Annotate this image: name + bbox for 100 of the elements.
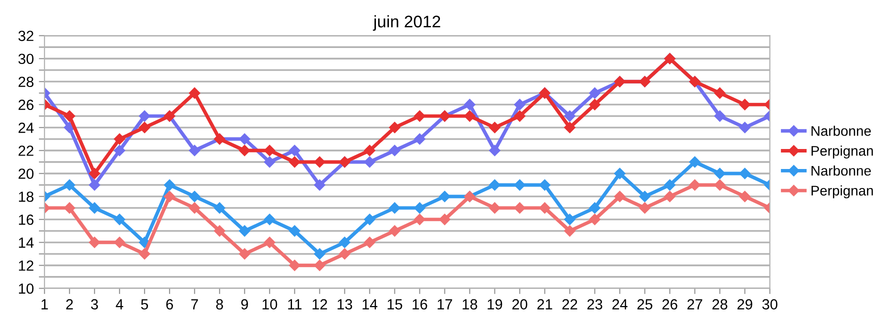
- point: [88, 202, 100, 214]
- x-tick-label: 8: [216, 299, 224, 310]
- point: [439, 190, 450, 202]
- legend-label: Perpignan: [812, 146, 873, 159]
- point: [389, 122, 400, 134]
- x-tick-label: 9: [241, 299, 248, 310]
- x-tick-label: 19: [488, 299, 502, 310]
- legend-label: Perpignan: [812, 185, 873, 198]
- x-tick-label: 15: [388, 299, 402, 310]
- x-tick-label: 26: [662, 299, 678, 310]
- x-tick-label: 13: [338, 299, 352, 310]
- point: [339, 248, 350, 260]
- y-tick-label: 22: [18, 146, 34, 156]
- point: [364, 144, 376, 156]
- point: [389, 202, 400, 214]
- x-tick-label: 24: [612, 299, 628, 310]
- point: [64, 179, 76, 191]
- point: [714, 110, 726, 122]
- point: [88, 236, 100, 248]
- x-tick-label: 3: [91, 299, 98, 310]
- point: [639, 202, 650, 214]
- point: [739, 168, 750, 180]
- point: [364, 236, 376, 248]
- point: [364, 156, 376, 168]
- y-tick-label: 28: [18, 76, 34, 88]
- point: [589, 214, 600, 226]
- point: [489, 122, 500, 134]
- y-tick-label: 12: [18, 260, 34, 271]
- point: [689, 179, 700, 191]
- point: [739, 98, 750, 110]
- point: [489, 144, 500, 156]
- point: [164, 190, 176, 202]
- point: [589, 87, 600, 99]
- point: [114, 236, 126, 248]
- point: [564, 122, 576, 134]
- point: [289, 144, 300, 156]
- point: [564, 214, 576, 226]
- legend-label: Narbonne: [812, 165, 871, 176]
- point: [264, 156, 276, 168]
- y-tick-label: 32: [18, 30, 34, 42]
- point: [114, 144, 126, 156]
- point: [188, 87, 200, 99]
- point: [564, 110, 576, 122]
- point: [414, 202, 426, 214]
- point: [314, 179, 326, 191]
- x-tick-label: 6: [166, 299, 173, 310]
- point: [389, 225, 400, 237]
- point: [164, 179, 176, 191]
- point: [514, 110, 526, 122]
- point: [64, 110, 76, 122]
- x-tick-label: 4: [116, 299, 124, 310]
- point: [289, 225, 300, 237]
- x-tick-label: 22: [562, 299, 578, 310]
- point: [238, 144, 250, 156]
- x-tick-label: 30: [762, 299, 778, 310]
- point: [614, 190, 626, 202]
- point: [414, 214, 426, 226]
- point: [314, 248, 326, 260]
- point: [114, 214, 126, 226]
- point: [589, 98, 600, 110]
- point: [314, 260, 326, 271]
- point: [188, 144, 200, 156]
- x-tick-label: 7: [191, 299, 198, 310]
- x-tick-label: 2: [66, 299, 73, 310]
- x-tick-label: 12: [312, 299, 328, 310]
- x-tick-label: 23: [587, 299, 602, 310]
- point: [264, 214, 276, 226]
- y-tick-label: 24: [18, 122, 34, 133]
- point: [289, 156, 300, 168]
- point: [489, 202, 500, 214]
- y-tick-label: 18: [18, 192, 34, 202]
- point: [138, 248, 150, 260]
- point: [514, 179, 526, 191]
- y-tick-label: 20: [18, 168, 34, 179]
- point: [314, 156, 326, 168]
- point: [214, 202, 226, 214]
- chart-title: juin 2012: [372, 15, 440, 31]
- x-tick-label: 10: [262, 299, 278, 310]
- x-tick-label: 27: [687, 299, 702, 310]
- y-tick-label: 16: [18, 214, 34, 225]
- point: [514, 202, 526, 214]
- point: [739, 190, 750, 202]
- point: [564, 225, 576, 237]
- point: [614, 168, 626, 180]
- point: [689, 156, 700, 168]
- point: [188, 190, 200, 202]
- point: [264, 236, 276, 248]
- x-tick-label: 29: [737, 299, 752, 310]
- point: [88, 179, 100, 191]
- point: [714, 179, 726, 191]
- point: [664, 190, 676, 202]
- x-tick-label: 5: [141, 299, 148, 310]
- point: [539, 179, 550, 191]
- point: [238, 248, 250, 260]
- point: [339, 236, 350, 248]
- x-tick-label: 28: [712, 299, 728, 310]
- point: [739, 122, 750, 134]
- point: [464, 98, 476, 110]
- x-tick-label: 25: [637, 299, 652, 310]
- point: [514, 98, 526, 110]
